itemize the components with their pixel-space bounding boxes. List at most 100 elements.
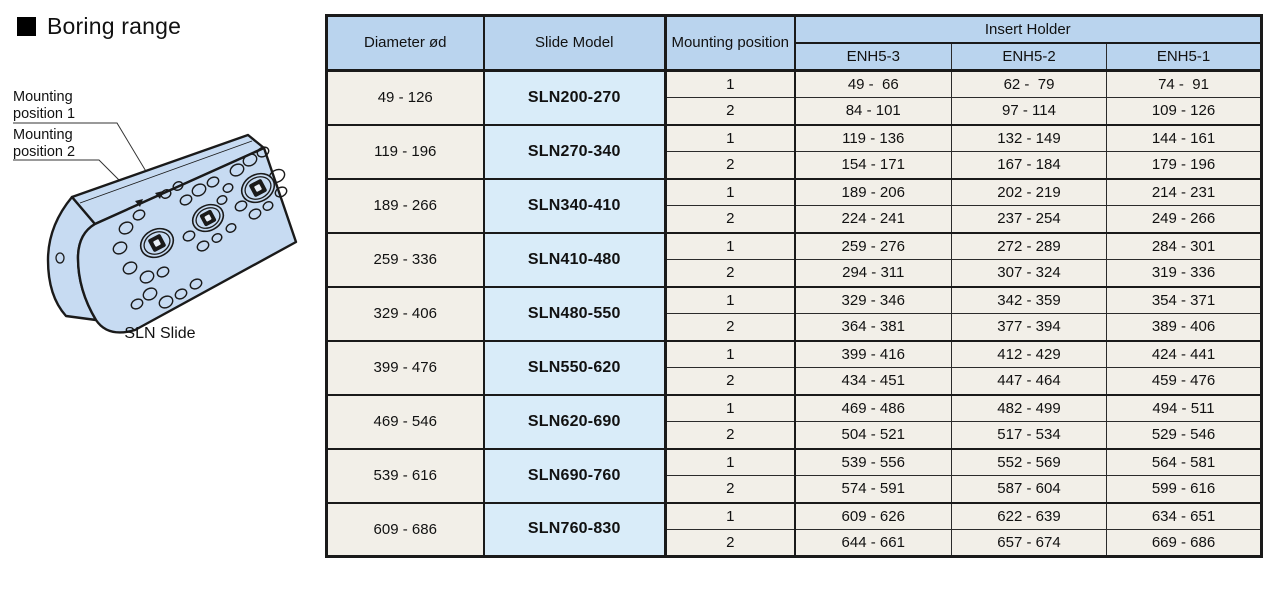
table-row: 119 - 196 SLN270-340 1 119 - 136 132 - 1… [326, 124, 1263, 180]
slide-body [46, 133, 298, 334]
slide-model-cell: SLN480-550 [483, 286, 667, 342]
table-row: 2 224 - 241 237 - 254 249 - 266 [327, 205, 1263, 234]
range-cell-enh5-3: 364 - 381 [794, 313, 952, 342]
slide-model-cell: SLN410-480 [483, 232, 667, 288]
slide-model-cell: SLN690-760 [483, 448, 667, 504]
range-cell-enh5-1: 424 - 441 [1105, 340, 1263, 368]
mounting-position-cell: 1 [665, 178, 796, 206]
mounting-position-cell: 1 [665, 448, 796, 476]
table-row: 469 - 546 SLN620-690 1 469 - 486 482 - 4… [326, 394, 1263, 450]
mounting-position-cell: 1 [665, 286, 796, 314]
header-enh5-2: ENH5-2 [951, 42, 1107, 72]
insert-socket-boss [191, 203, 225, 233]
range-cell-enh5-2: 272 - 289 [951, 232, 1107, 260]
diameter-cell: 189 - 266 [326, 178, 485, 234]
table-row: 2 294 - 311 307 - 324 319 - 336 [327, 259, 1263, 288]
leader-line-position-1 [13, 122, 160, 194]
range-cell-enh5-2: 482 - 499 [951, 394, 1107, 422]
mounting-position-cell: 2 [665, 367, 796, 396]
range-cell-enh5-2: 657 - 674 [951, 529, 1107, 558]
range-cell-enh5-3: 49 - 66 [794, 70, 952, 98]
slide-model-cell: SLN200-270 [483, 70, 667, 126]
diameter-cell: 329 - 406 [326, 286, 485, 342]
range-cell-enh5-1: 494 - 511 [1105, 394, 1263, 422]
range-cell-enh5-1: 389 - 406 [1105, 313, 1263, 342]
range-cell-enh5-2: 202 - 219 [951, 178, 1107, 206]
range-cell-enh5-3: 609 - 626 [794, 502, 952, 530]
table-row: 2 504 - 521 517 - 534 529 - 546 [327, 421, 1263, 450]
range-cell-enh5-1: 74 - 91 [1105, 70, 1263, 98]
range-cell-enh5-2: 587 - 604 [951, 475, 1107, 504]
mounting-position-2-marker-icon [135, 199, 143, 207]
mounting-position-1-marker-icon [155, 191, 163, 199]
diameter-cell: 49 - 126 [326, 70, 485, 126]
range-cell-enh5-1: 354 - 371 [1105, 286, 1263, 314]
range-cell-enh5-2: 447 - 464 [951, 367, 1107, 396]
range-cell-enh5-1: 529 - 546 [1105, 421, 1263, 450]
insert-socket-boss [139, 227, 175, 259]
table-row: 2 644 - 661 657 - 674 669 - 686 [327, 529, 1263, 558]
slide-model-cell: SLN620-690 [483, 394, 667, 450]
range-cell-enh5-1: 144 - 161 [1105, 124, 1263, 152]
slide-model-cell: SLN340-410 [483, 178, 667, 234]
range-cell-enh5-1: 459 - 476 [1105, 367, 1263, 396]
diameter-cell: 119 - 196 [326, 124, 485, 180]
range-cell-enh5-3: 119 - 136 [794, 124, 952, 152]
slide-model-cell: SLN270-340 [483, 124, 667, 180]
range-cell-enh5-2: 237 - 254 [951, 205, 1107, 234]
range-cell-enh5-1: 214 - 231 [1105, 178, 1263, 206]
range-cell-enh5-2: 552 - 569 [951, 448, 1107, 476]
range-cell-enh5-3: 469 - 486 [794, 394, 952, 422]
range-cell-enh5-2: 412 - 429 [951, 340, 1107, 368]
range-cell-enh5-3: 154 - 171 [794, 151, 952, 180]
page-title: Boring range [17, 13, 181, 40]
table-row: 2 154 - 171 167 - 184 179 - 196 [327, 151, 1263, 180]
range-cell-enh5-1: 109 - 126 [1105, 97, 1263, 126]
range-cell-enh5-1: 249 - 266 [1105, 205, 1263, 234]
range-cell-enh5-3: 294 - 311 [794, 259, 952, 288]
table-row: 2 574 - 591 587 - 604 599 - 616 [327, 475, 1263, 504]
mounting-position-cell: 1 [665, 502, 796, 530]
slide-model-cell: SLN760-830 [483, 502, 667, 558]
insert-socket-boss [240, 172, 276, 204]
table-body: 49 - 126 SLN200-270 1 49 - 66 62 - 79 74… [326, 70, 1263, 558]
header-mounting-position: Mounting position [665, 15, 796, 72]
table-row: 2 84 - 101 97 - 114 109 - 126 [327, 97, 1263, 126]
range-cell-enh5-1: 564 - 581 [1105, 448, 1263, 476]
range-cell-enh5-1: 179 - 196 [1105, 151, 1263, 180]
range-cell-enh5-1: 599 - 616 [1105, 475, 1263, 504]
header-insert-holder: Insert Holder [793, 15, 1263, 44]
mounting-position-cell: 2 [665, 259, 796, 288]
range-cell-enh5-2: 62 - 79 [951, 70, 1107, 98]
table-row: 2 364 - 381 377 - 394 389 - 406 [327, 313, 1263, 342]
mounting-position-cell: 2 [665, 205, 796, 234]
range-cell-enh5-1: 284 - 301 [1105, 232, 1263, 260]
table-row: 539 - 616 SLN690-760 1 539 - 556 552 - 5… [326, 448, 1263, 504]
range-cell-enh5-1: 669 - 686 [1105, 529, 1263, 558]
range-cell-enh5-3: 329 - 346 [794, 286, 952, 314]
range-cell-enh5-3: 539 - 556 [794, 448, 952, 476]
boring-range-table: Diameter ød Slide Model Mounting positio… [325, 14, 1264, 558]
table-row: 329 - 406 SLN480-550 1 329 - 346 342 - 3… [326, 286, 1263, 342]
range-cell-enh5-2: 517 - 534 [951, 421, 1107, 450]
mounting-position-cell: 1 [665, 394, 796, 422]
range-cell-enh5-3: 434 - 451 [794, 367, 952, 396]
range-cell-enh5-3: 224 - 241 [794, 205, 952, 234]
diameter-cell: 609 - 686 [326, 502, 485, 558]
range-cell-enh5-3: 189 - 206 [794, 178, 952, 206]
table-row: 189 - 266 SLN340-410 1 189 - 206 202 - 2… [326, 178, 1263, 234]
mounting-position-cell: 2 [665, 529, 796, 558]
mounting-position-1-label: Mounting position 1 [13, 89, 77, 122]
range-cell-enh5-1: 319 - 336 [1105, 259, 1263, 288]
diameter-cell: 539 - 616 [326, 448, 485, 504]
illustration-caption: SLN Slide [124, 325, 195, 342]
range-cell-enh5-2: 622 - 639 [951, 502, 1107, 530]
mounting-position-cell: 2 [665, 421, 796, 450]
mounting-position-2-label: Mounting position 2 [13, 127, 77, 160]
range-cell-enh5-3: 574 - 591 [794, 475, 952, 504]
range-cell-enh5-2: 342 - 359 [951, 286, 1107, 314]
range-cell-enh5-2: 307 - 324 [951, 259, 1107, 288]
diameter-cell: 469 - 546 [326, 394, 485, 450]
header-slide-model: Slide Model [483, 15, 667, 72]
diameter-cell: 259 - 336 [326, 232, 485, 288]
